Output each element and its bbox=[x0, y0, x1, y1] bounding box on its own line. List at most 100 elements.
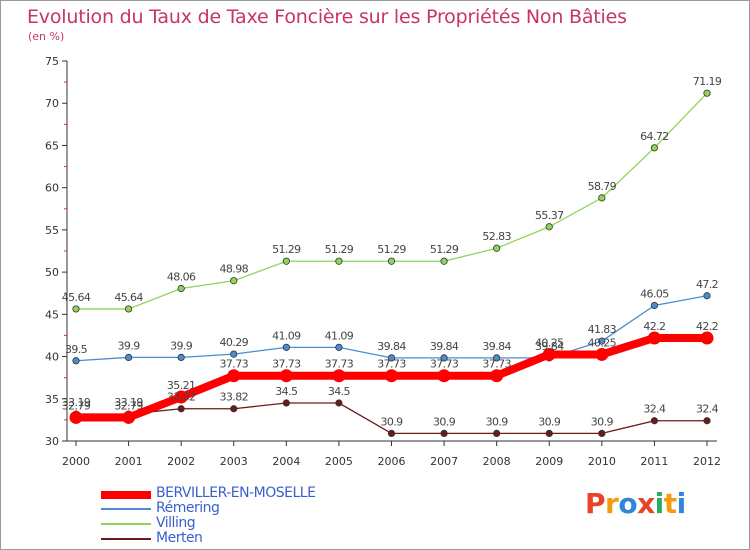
data-label: 41.09 bbox=[272, 329, 301, 342]
data-label: 33.82 bbox=[220, 391, 249, 404]
data-point bbox=[703, 292, 711, 300]
data-label: 37.73 bbox=[430, 358, 459, 371]
data-point bbox=[542, 347, 556, 361]
y-tick-label: 50 bbox=[45, 266, 59, 279]
x-tick-label: 2010 bbox=[588, 455, 616, 468]
logo-letter: i bbox=[676, 487, 687, 520]
data-label: 37.73 bbox=[220, 358, 249, 371]
data-label: 46.05 bbox=[640, 287, 669, 300]
data-label: 52.83 bbox=[482, 230, 511, 243]
data-label: 51.29 bbox=[430, 243, 459, 256]
data-label: 37.73 bbox=[325, 358, 354, 371]
y-tick-label: 60 bbox=[45, 182, 59, 195]
data-point bbox=[545, 223, 553, 231]
legend-swatch-villing bbox=[101, 523, 151, 525]
data-label: 55.37 bbox=[535, 209, 564, 222]
y-tick-label: 65 bbox=[45, 139, 59, 152]
data-label: 41.83 bbox=[588, 323, 617, 336]
data-label: 45.64 bbox=[62, 291, 91, 304]
data-label: 71.19 bbox=[693, 75, 722, 88]
data-point bbox=[174, 390, 188, 404]
y-tick-label: 45 bbox=[45, 308, 59, 321]
data-label: 39.9 bbox=[118, 339, 141, 352]
data-point bbox=[230, 350, 238, 358]
data-point bbox=[493, 354, 501, 362]
data-point bbox=[69, 410, 83, 424]
data-label: 39.84 bbox=[430, 340, 459, 353]
data-label: 64.72 bbox=[640, 130, 669, 143]
data-point bbox=[493, 429, 501, 437]
legend-item-remering: Rémering bbox=[101, 500, 401, 517]
legend-item-berviller: BERVILLER-EN-MOSELLE bbox=[101, 485, 401, 502]
data-label: 37.73 bbox=[272, 358, 301, 371]
data-label: 39.9 bbox=[170, 339, 193, 352]
data-label: 41.09 bbox=[325, 329, 354, 342]
x-tick-label: 2002 bbox=[167, 455, 195, 468]
data-point bbox=[703, 89, 711, 97]
data-point bbox=[437, 369, 451, 383]
data-label: 39.84 bbox=[377, 340, 406, 353]
data-label: 48.06 bbox=[167, 270, 196, 283]
data-point bbox=[440, 354, 448, 362]
data-point bbox=[335, 343, 343, 351]
logo-letter: x bbox=[637, 487, 655, 520]
data-label: 30.9 bbox=[486, 415, 509, 428]
y-tick-label: 35 bbox=[45, 393, 59, 406]
data-label: 32.4 bbox=[643, 403, 666, 416]
data-point bbox=[545, 429, 553, 437]
data-label: 42.2 bbox=[643, 320, 665, 333]
data-label: 58.79 bbox=[588, 180, 617, 193]
data-point bbox=[650, 417, 659, 425]
data-point bbox=[598, 194, 606, 202]
data-point bbox=[177, 405, 185, 413]
data-point bbox=[650, 144, 659, 152]
data-label: 34.5 bbox=[328, 385, 351, 398]
data-label: 37.73 bbox=[377, 358, 406, 371]
data-point bbox=[440, 257, 448, 265]
chart-title: Evolution du Taux de Taxe Foncière sur l… bbox=[27, 6, 627, 28]
x-tick-label: 2012 bbox=[693, 455, 721, 468]
chart-unit-label: (en %) bbox=[28, 30, 65, 43]
logo-letter: i bbox=[654, 487, 665, 520]
legend-label: Villing bbox=[156, 515, 196, 531]
legend-item-merten: Merten bbox=[101, 530, 401, 547]
logo-letter: r bbox=[605, 487, 619, 520]
y-tick-label: 55 bbox=[45, 224, 59, 237]
data-point bbox=[387, 429, 396, 437]
data-point bbox=[332, 369, 346, 383]
data-point bbox=[598, 337, 606, 345]
data-point bbox=[72, 305, 80, 313]
x-tick-label: 2009 bbox=[535, 455, 563, 468]
data-point bbox=[122, 410, 136, 424]
data-point bbox=[490, 369, 504, 383]
data-label: 40.25 bbox=[535, 336, 564, 349]
data-label: 42.2 bbox=[696, 320, 718, 333]
data-label: 30.9 bbox=[380, 415, 403, 428]
data-label: 32.79 bbox=[62, 399, 91, 412]
data-label: 45.64 bbox=[114, 291, 143, 304]
data-label: 33.19 bbox=[114, 396, 143, 409]
x-tick-label: 2007 bbox=[430, 455, 458, 468]
data-point bbox=[387, 354, 396, 362]
data-label: 32.4 bbox=[696, 403, 719, 416]
legend-label: Merten bbox=[156, 530, 203, 546]
data-label: 33.19 bbox=[62, 396, 91, 409]
data-label: 33.82 bbox=[167, 391, 196, 404]
y-tick-label: 70 bbox=[45, 97, 59, 110]
data-point bbox=[385, 369, 398, 383]
data-point bbox=[177, 353, 185, 361]
data-label: 37.73 bbox=[482, 358, 511, 371]
data-label: 48.98 bbox=[220, 263, 249, 276]
data-point bbox=[650, 301, 659, 310]
logo-letter: t bbox=[663, 487, 677, 520]
legend-swatch-merten bbox=[101, 538, 151, 540]
data-point bbox=[387, 257, 396, 265]
data-point bbox=[72, 357, 80, 365]
data-point bbox=[282, 343, 290, 351]
data-label: 40.25 bbox=[588, 336, 617, 349]
x-tick-label: 2001 bbox=[115, 455, 143, 468]
data-label: 30.9 bbox=[538, 415, 561, 428]
x-tick-label: 2000 bbox=[62, 455, 90, 468]
data-point bbox=[230, 405, 238, 413]
data-point bbox=[598, 429, 606, 437]
